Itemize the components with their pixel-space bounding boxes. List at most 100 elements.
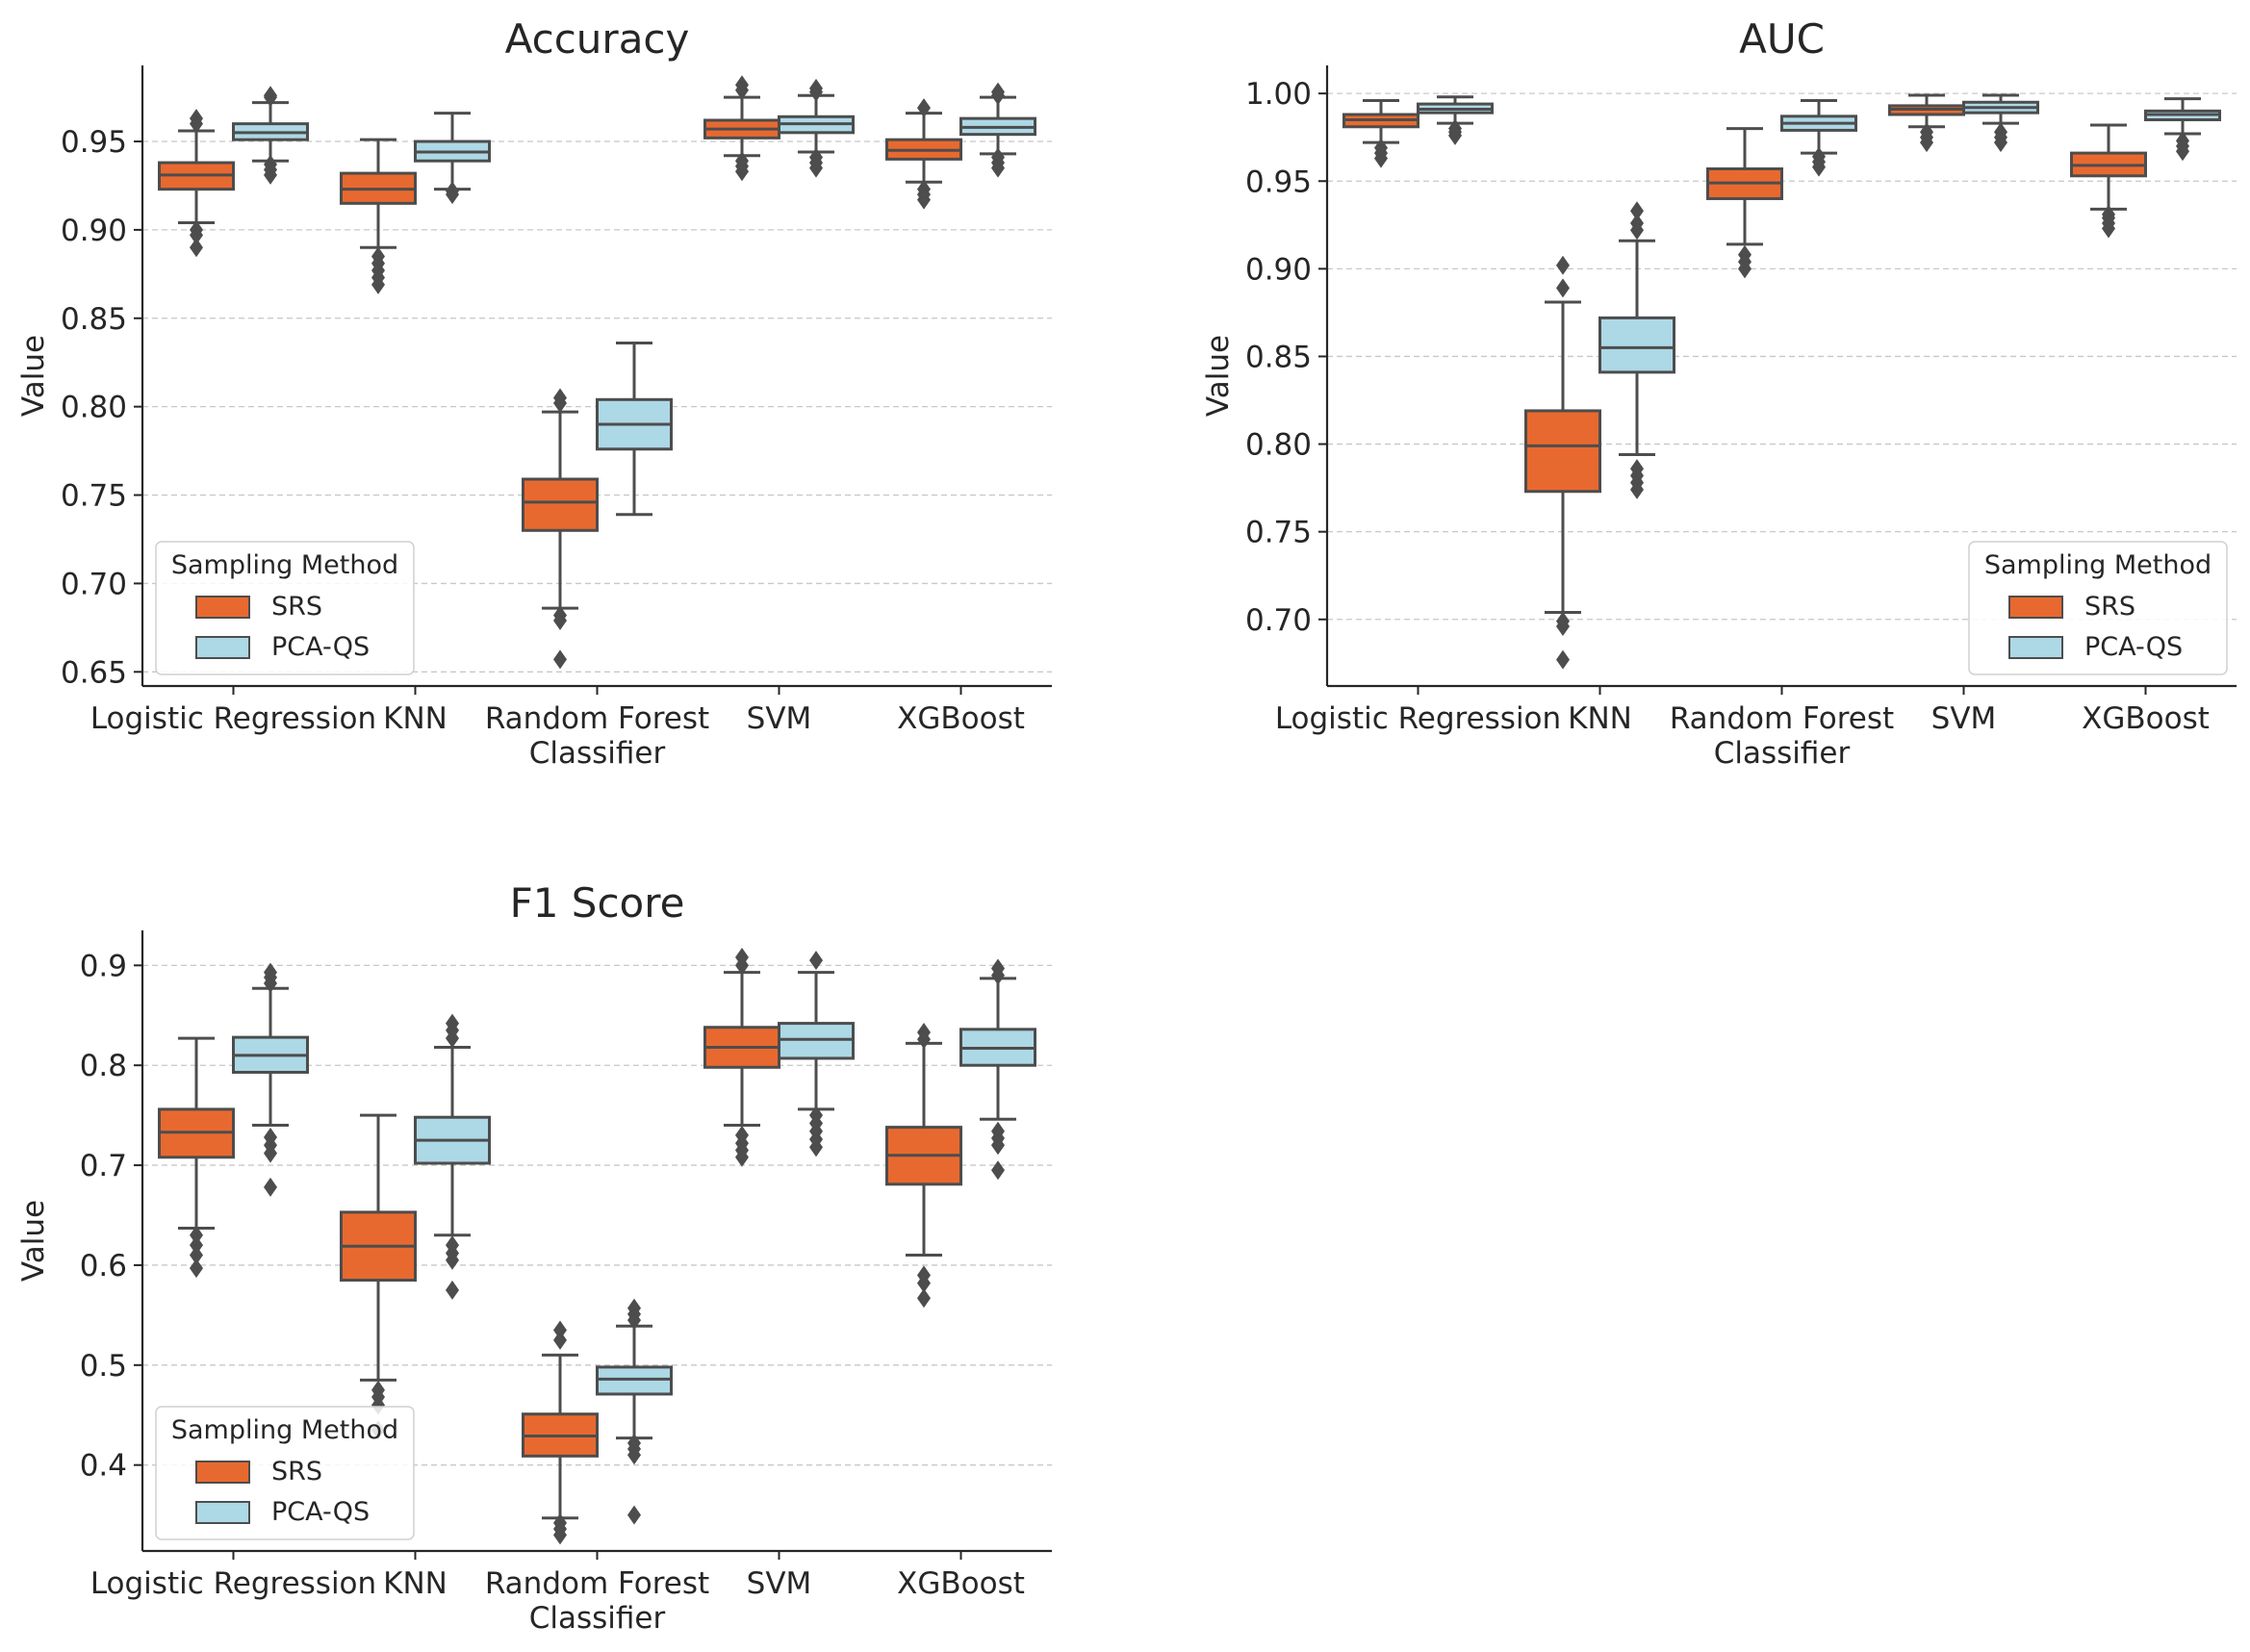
flier-point	[1556, 649, 1570, 670]
chart-title: AUC	[1739, 15, 1825, 63]
flier-point	[264, 1177, 277, 1197]
chart-title: Accuracy	[505, 15, 690, 63]
box-f1-srs-4	[885, 1022, 962, 1309]
flier-point	[1738, 244, 1751, 265]
flier-point	[1556, 255, 1570, 275]
y-tick-label: 0.70	[61, 567, 127, 601]
box-auc-pca-qs-2	[1780, 98, 1857, 177]
box-accuracy-pca-qs-4	[959, 82, 1036, 178]
chart-title: F1 Score	[510, 879, 685, 927]
flier-point	[1374, 138, 1388, 158]
box-accuracy-srs-3	[703, 75, 780, 182]
y-tick-label: 0.85	[1245, 340, 1312, 374]
chart-panel-auc: 0.70 0.75 0.80 0.85 0.90 0.95 1.00 Logistic Reg…	[1201, 15, 2237, 771]
flier-point	[1630, 213, 1644, 233]
flier-point	[991, 1160, 1005, 1181]
flier-point	[917, 1265, 931, 1285]
y-axis-label: Value	[16, 1200, 51, 1282]
y-tick-label: 0.5	[80, 1349, 127, 1384]
x-tick-label: SVM	[1931, 701, 1997, 736]
flier-point	[809, 78, 823, 98]
box-body	[596, 1365, 673, 1396]
y-axis-label: Value	[16, 335, 51, 417]
y-tick-label: 0.65	[61, 655, 127, 690]
x-tick-label: SVM	[747, 701, 812, 736]
x-tick-label: KNN	[383, 1566, 447, 1601]
flier-point	[809, 1106, 823, 1126]
box-f1-srs-2	[522, 1320, 599, 1545]
box-auc-pca-qs-4	[2144, 97, 2221, 162]
flier-point	[371, 1380, 385, 1400]
x-tick-label: XGBoost	[2082, 701, 2210, 736]
legend-swatch-srs	[195, 596, 250, 619]
box-body	[1524, 409, 1601, 494]
flier-point	[264, 962, 277, 982]
flier-point	[553, 388, 567, 408]
legend-accuracy: Sampling Method SRS PCA-QS	[155, 541, 415, 675]
flier-point	[809, 147, 823, 167]
flier-point	[1556, 278, 1570, 298]
y-tick-label: 0.90	[61, 214, 127, 248]
y-tick-label: 1.00	[1245, 77, 1312, 112]
x-tick-label: Random Forest	[1670, 701, 1894, 736]
x-tick-label: Random Forest	[485, 701, 709, 736]
flier-point	[190, 1225, 203, 1245]
box-auc-srs-3	[1888, 93, 1965, 153]
legend-label-srs: SRS	[2084, 592, 2135, 622]
flier-point	[190, 1258, 203, 1279]
box-accuracy-srs-2	[522, 388, 599, 670]
flier-point	[1630, 459, 1644, 479]
flier-point	[190, 238, 203, 258]
flier-point	[264, 86, 277, 106]
x-axis-label: Classifier	[529, 1601, 666, 1636]
chart-panel-accuracy: 0.65 0.70 0.75 0.80 0.85 0.90 0.95 Logistic Reg…	[16, 15, 1052, 771]
y-tick-label: 0.8	[80, 1049, 127, 1083]
legend-swatch-pca-qs	[195, 636, 250, 659]
x-axis-label: Classifier	[1714, 736, 1851, 771]
box-auc-pca-qs-0	[1417, 95, 1494, 145]
y-tick-label: 0.6	[80, 1249, 127, 1283]
legend-title: Sampling Method	[171, 1415, 398, 1445]
y-tick-label: 0.80	[61, 391, 127, 425]
y-axis-label: Value	[1201, 335, 1236, 417]
flier-point	[264, 154, 277, 174]
x-tick-label: XGBoost	[897, 701, 1025, 736]
flier-point	[553, 1330, 567, 1350]
flier-point	[917, 1022, 931, 1042]
legend-label-srs: SRS	[271, 592, 322, 622]
flier-point	[917, 98, 931, 118]
legend-swatch-pca-qs	[2008, 636, 2063, 659]
flier-point	[2176, 131, 2189, 151]
flier-point	[190, 219, 203, 240]
flier-point	[917, 1288, 931, 1309]
flier-point	[264, 1128, 277, 1147]
flier-point	[991, 1121, 1005, 1141]
y-tick-label: 0.4	[80, 1449, 127, 1484]
x-tick-label: KNN	[383, 701, 447, 736]
flier-point	[991, 147, 1005, 167]
flier-point	[627, 1505, 641, 1525]
legend-label-pca-qs: PCA-QS	[271, 632, 370, 662]
box-accuracy-pca-qs-3	[778, 78, 855, 178]
x-tick-label: XGBoost	[897, 1566, 1025, 1601]
flier-point	[627, 1298, 641, 1318]
flier-point	[735, 948, 749, 968]
legend-label-pca-qs: PCA-QS	[2084, 632, 2183, 662]
x-tick-label: Logistic Regression	[90, 701, 376, 736]
box-auc-srs-0	[1342, 98, 1419, 168]
flier-point	[809, 951, 823, 971]
box-accuracy-pca-qs-0	[232, 86, 309, 185]
y-tick-label: 0.90	[1245, 252, 1312, 287]
legend-label-pca-qs: PCA-QS	[271, 1497, 370, 1527]
flier-point	[2102, 204, 2115, 224]
box-body	[778, 1022, 855, 1060]
box-f1-pca-qs-0	[232, 962, 309, 1197]
flier-point	[627, 1433, 641, 1453]
flier-point	[446, 181, 459, 201]
box-auc-pca-qs-3	[1962, 93, 2039, 153]
box-body	[522, 477, 599, 532]
box-f1-srs-0	[158, 1036, 235, 1279]
legend-f1: Sampling Method SRS PCA-QS	[155, 1406, 415, 1540]
y-tick-label: 0.95	[61, 125, 127, 160]
